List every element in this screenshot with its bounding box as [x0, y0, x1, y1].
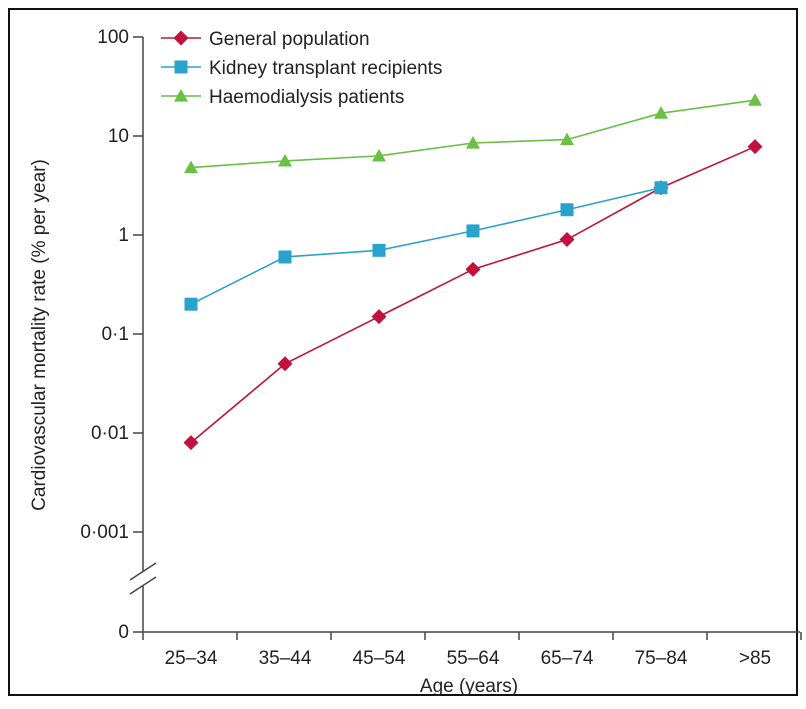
x-tick-label: >85 — [739, 648, 771, 669]
x-tick-label: 45–54 — [353, 648, 406, 669]
x-axis-title: Age (years) — [420, 676, 518, 697]
y-tick-label: 0·01 — [91, 423, 129, 444]
legend-item: Haemodialysis patients — [161, 87, 404, 108]
data-point — [372, 243, 386, 257]
data-point — [560, 203, 574, 217]
data-point — [184, 160, 198, 174]
data-point — [278, 153, 292, 167]
y-tick-label: 0·1 — [102, 324, 129, 345]
x-tick-label: 75–84 — [635, 648, 688, 669]
y-tick-label: 0·001 — [80, 522, 129, 543]
legend-item: General population — [161, 29, 370, 50]
legend-label: Haemodialysis patients — [209, 87, 404, 108]
data-point — [278, 250, 292, 264]
data-point — [371, 309, 387, 325]
series-layer — [183, 93, 763, 451]
x-tick-label: 25–34 — [165, 648, 218, 669]
axis-break-mark-lower — [129, 576, 157, 595]
legend-item: Kidney transplant recipients — [161, 58, 442, 79]
legend-marker — [174, 60, 188, 74]
legend-marker — [173, 30, 189, 46]
series-2 — [184, 93, 762, 174]
data-point — [465, 261, 481, 277]
axis-break-mark-upper — [129, 562, 157, 581]
data-point — [748, 93, 762, 106]
legend: General population Kidney transplant reci… — [161, 29, 442, 108]
y-ticks: 100 10 1 0·1 0·01 0·001 0 — [80, 27, 143, 643]
data-point — [747, 139, 763, 155]
series-1 — [184, 181, 668, 311]
y-tick-label: 10 — [108, 126, 129, 147]
series-line — [190, 186, 662, 305]
legend-label: General population — [209, 29, 370, 50]
y-axis-title: Cardiovascular mortality rate (% per yea… — [29, 159, 50, 511]
x-tick-label: 65–74 — [541, 648, 594, 669]
y-tick-label: 100 — [97, 27, 129, 48]
data-point — [184, 297, 198, 311]
data-point — [560, 132, 574, 146]
data-point — [466, 135, 480, 149]
x-ticks: 25–34 35–44 45–54 55–64 65–74 75–84 >85 — [142, 632, 802, 669]
axes — [129, 37, 800, 633]
data-point — [654, 181, 668, 195]
data-point — [277, 356, 293, 372]
x-tick-label: 55–64 — [447, 648, 500, 669]
data-point — [654, 106, 668, 119]
y-tick-label-zero: 0 — [118, 622, 129, 643]
data-point — [372, 148, 386, 162]
figure-border — [8, 8, 798, 696]
legend-label: Kidney transplant recipients — [209, 58, 442, 79]
x-tick-label: 35–44 — [259, 648, 312, 669]
data-point — [183, 435, 199, 451]
y-tick-label: 1 — [118, 225, 129, 246]
legend-marker — [174, 89, 188, 102]
data-point — [466, 224, 480, 238]
data-point — [559, 232, 575, 248]
